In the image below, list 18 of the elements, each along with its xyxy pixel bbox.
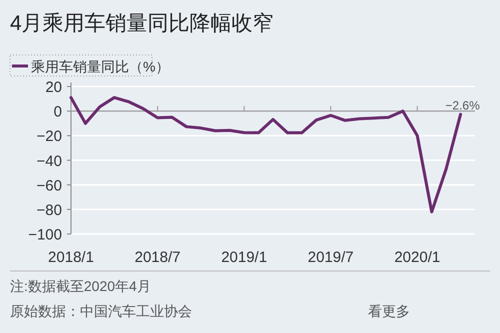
annotation: −2.6% (445, 98, 480, 112)
text: 看更多 (368, 303, 410, 319)
y-tick-label: −80 (36, 202, 62, 219)
y-tick-label: −100 (28, 226, 62, 244)
y-tick-label: −20 (36, 128, 62, 146)
title: 4月乘用车销量同比降幅收窄 (10, 12, 274, 35)
y-tick-label: −60 (36, 177, 62, 194)
text: 注:数据截至2020年4月 (10, 278, 151, 294)
x-tick-label: 2020/1 (394, 249, 440, 266)
y-tick-label: 0 (54, 104, 62, 121)
y-tick-label: −40 (36, 152, 62, 170)
y-tick-label: 20 (45, 79, 62, 96)
x-tick-label: 2018/7 (134, 249, 181, 266)
x-tick-label: 2019/7 (308, 249, 354, 266)
x-tick-label: 2019/1 (221, 249, 268, 266)
x-tick-label: 2018/1 (48, 249, 94, 266)
legend-label: 乘用车销量同比（%） (31, 58, 170, 74)
text: 原始数据：中国汽车工业协会 (10, 303, 192, 319)
